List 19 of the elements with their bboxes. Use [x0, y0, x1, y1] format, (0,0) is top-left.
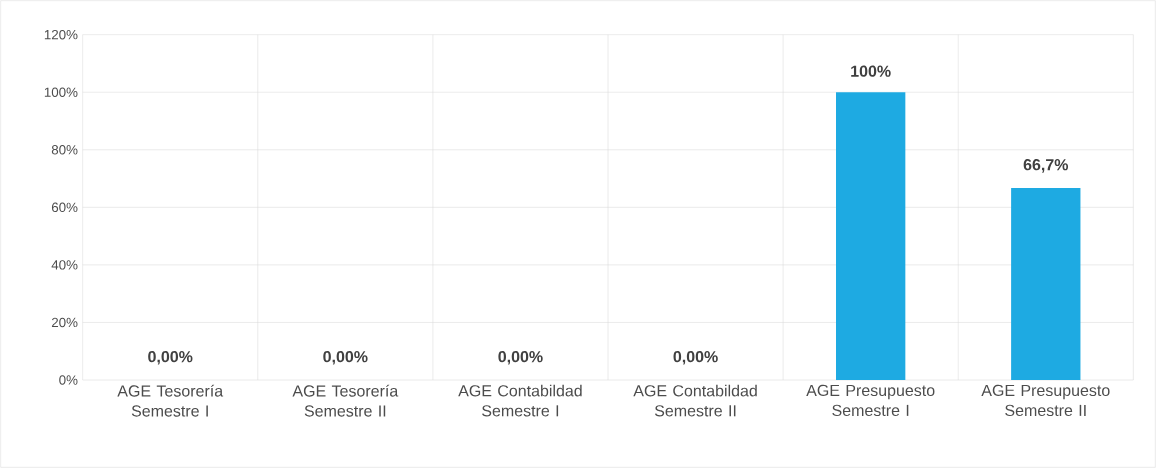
data-label: 0,00%	[673, 350, 718, 365]
x-tick-label: AGE Contabildad Semestre I	[458, 384, 582, 417]
x-tick-label: AGE Contabildad Semestre II	[633, 384, 757, 417]
y-tick-label: 40%	[51, 260, 78, 270]
y-tick-label: 20%	[51, 317, 78, 328]
data-label: 0,00%	[323, 350, 368, 365]
data-label: 0,00%	[148, 350, 193, 365]
x-tick-label: AGE Tesorería Semestre I	[117, 384, 224, 417]
y-tick-label: 80%	[51, 145, 78, 155]
x-tick-label: AGE Tesorería Semestre II	[292, 384, 399, 417]
data-label: 0,00%	[498, 350, 543, 365]
y-tick-label: 60%	[51, 202, 78, 213]
data-label: 66,7%	[1023, 159, 1069, 173]
data-label: 100%	[851, 65, 891, 77]
x-tick-label: AGE Presupuesto Semestre I	[806, 384, 935, 417]
y-tick-label: 100%	[44, 87, 78, 97]
x-tick-label: AGE Presupuesto Semestre II	[981, 384, 1110, 417]
y-tick-label: 120%	[44, 29, 78, 40]
y-tick-label: 0%	[59, 375, 78, 385]
